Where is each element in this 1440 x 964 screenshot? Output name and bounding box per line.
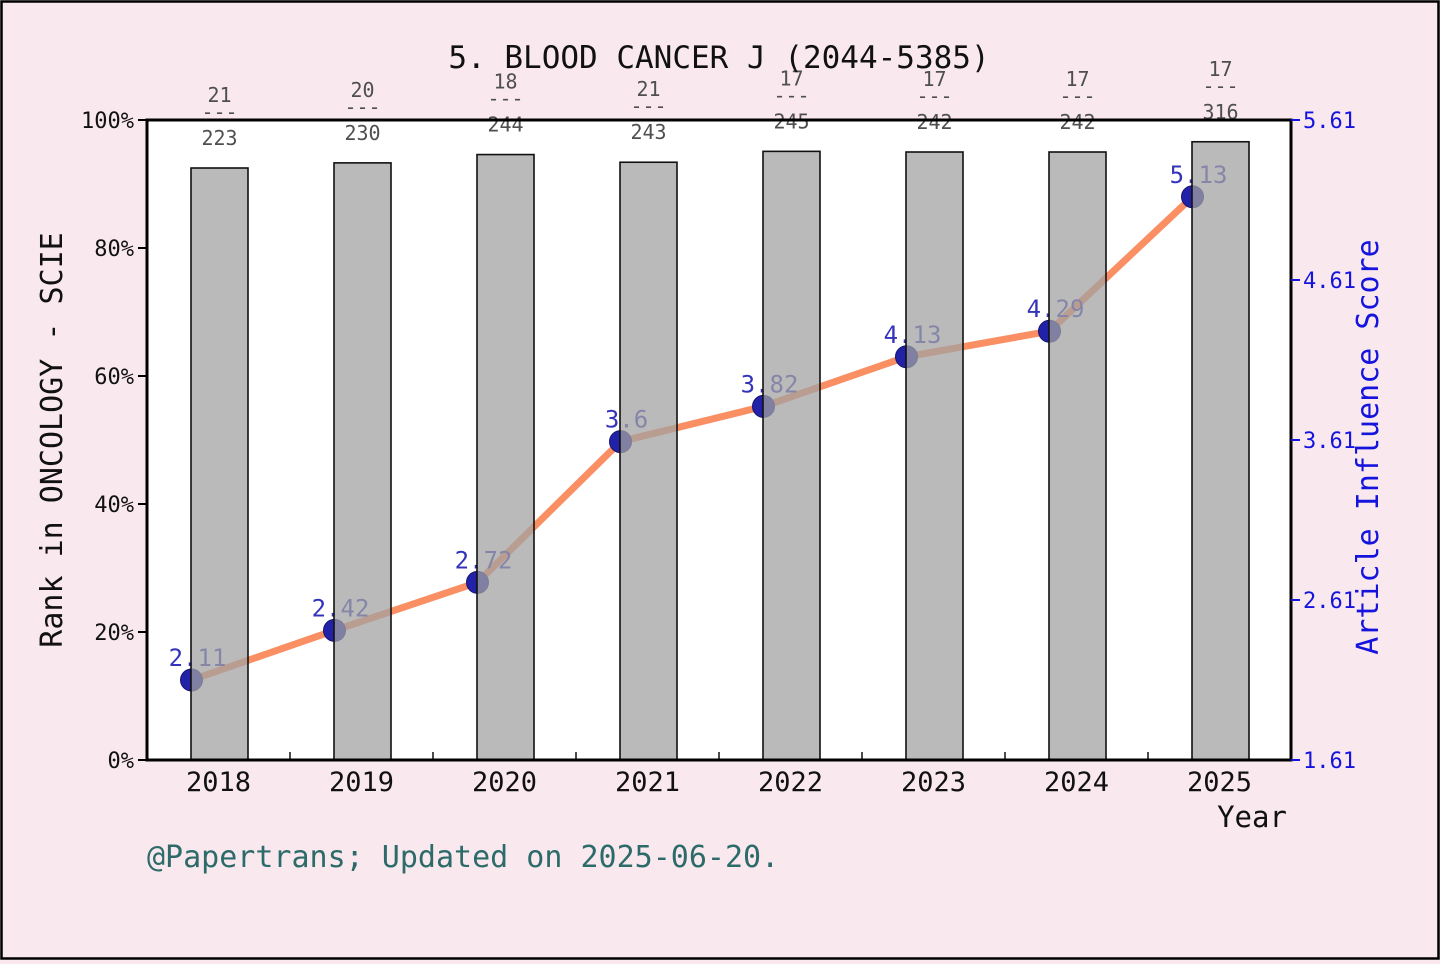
x-tick-label-2023: 2023 <box>901 767 966 798</box>
rank-fraction-denominator-2019: 230 <box>344 121 380 145</box>
rank-fraction-numerator-2020: 18 <box>493 70 517 94</box>
left-tick-label-80%: 80% <box>94 237 134 262</box>
rank-fraction-numerator-2024: 17 <box>1065 67 1089 91</box>
right-tick-label-2.61: 2.61 <box>1303 589 1356 614</box>
left-tick-label-20%: 20% <box>94 621 134 646</box>
x-tick-label-2025: 2025 <box>1187 767 1252 798</box>
rank-fraction-denominator-2020: 244 <box>487 113 523 137</box>
rank-fraction-numerator-2023: 17 <box>922 67 946 91</box>
chart-title: 5. BLOOD CANCER J (2044-5385) <box>448 40 989 76</box>
rank-fraction-denominator-2023: 242 <box>916 110 952 134</box>
rank-fraction-denominator-2024: 242 <box>1059 110 1095 134</box>
x-tick-label-2020: 2020 <box>472 767 537 798</box>
x-axis-title: Year <box>1217 800 1287 834</box>
rank-fraction-bar-2025: --- <box>1202 74 1238 98</box>
right-axis-title: Article Influence Score <box>1351 239 1386 654</box>
rank-fraction-numerator-2025: 17 <box>1208 57 1232 81</box>
left-tick-label-100%: 100% <box>81 109 134 134</box>
plot-layer: 2.112.422.723.63.824.134.295.1321---2232… <box>81 57 1356 798</box>
x-tick-label-2018: 2018 <box>186 767 251 798</box>
rank-fraction-bar-2023: --- <box>916 84 952 108</box>
rank-fraction-bar-2022: --- <box>773 83 809 107</box>
rank-fraction-bar-2020: --- <box>487 87 523 111</box>
rank-fraction-denominator-2021: 243 <box>630 120 666 144</box>
rank-fraction-numerator-2022: 17 <box>779 66 803 90</box>
rank-fraction-bar-2021: --- <box>630 94 666 118</box>
rank-fraction-numerator-2018: 21 <box>207 83 231 107</box>
x-tick-label-2022: 2022 <box>758 767 823 798</box>
left-tick-label-40%: 40% <box>94 493 134 518</box>
rank-bar-2025 <box>1191 140 1250 761</box>
left-tick-label-0%: 0% <box>108 749 135 774</box>
x-tick-label-2021: 2021 <box>615 767 680 798</box>
right-tick-label-3.61: 3.61 <box>1303 429 1356 454</box>
rank-bar-2021 <box>619 161 678 761</box>
rank-fraction-denominator-2018: 223 <box>201 126 237 150</box>
rank-fraction-numerator-2021: 21 <box>636 77 660 101</box>
right-tick-label-1.61: 1.61 <box>1303 749 1356 774</box>
rank-bar-2018 <box>190 167 249 761</box>
rank-fraction-bar-2024: --- <box>1059 84 1095 108</box>
left-axis-title: Rank in ONCOLOGY - SCIE <box>35 232 70 647</box>
rank-fraction-bar-2019: --- <box>344 95 380 119</box>
rank-bar-2020 <box>476 153 535 761</box>
right-tick-label-5.61: 5.61 <box>1303 109 1356 134</box>
rank-bar-2023 <box>905 151 964 761</box>
rank-bar-2019 <box>333 162 392 761</box>
left-tick-label-60%: 60% <box>94 365 134 390</box>
x-tick-label-2024: 2024 <box>1044 767 1109 798</box>
rank-bar-2022 <box>762 150 821 761</box>
plot-background <box>147 120 1291 760</box>
rank-bar-2024 <box>1048 151 1107 761</box>
x-tick-label-2019: 2019 <box>329 767 394 798</box>
right-tick-label-4.61: 4.61 <box>1303 269 1356 294</box>
rank-fraction-numerator-2019: 20 <box>350 78 374 102</box>
caption: @Papertrans; Updated on 2025-06-20. <box>147 840 779 875</box>
